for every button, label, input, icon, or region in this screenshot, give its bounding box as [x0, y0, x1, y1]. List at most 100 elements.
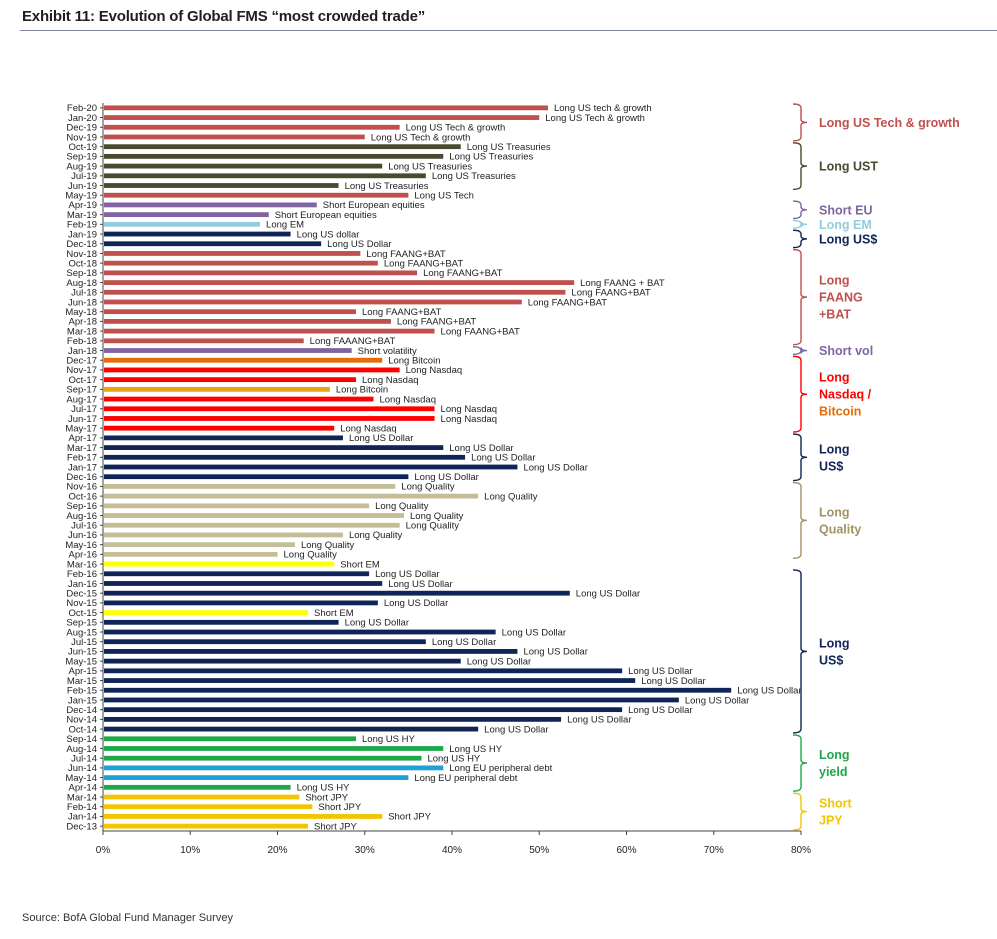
bar	[104, 435, 343, 441]
group-bracket	[792, 219, 808, 229]
bar-label: Long US tech & growth	[554, 103, 652, 114]
month-label: Jul-15	[71, 637, 97, 648]
bar	[104, 464, 518, 470]
group-label: Long US$	[819, 232, 877, 246]
group-label: Long US Tech & growth	[819, 116, 960, 130]
month-label: May-14	[65, 773, 97, 784]
month-label: Aug-14	[66, 744, 97, 755]
x-tick-label: 0%	[96, 845, 111, 856]
group-bracket	[792, 481, 808, 559]
bar	[104, 522, 400, 528]
month-label: Sep-19	[66, 152, 97, 163]
month-label: May-16	[65, 540, 97, 551]
month-label: Aug-16	[66, 511, 97, 522]
group-label: US$	[819, 459, 843, 473]
month-label: Jun-16	[68, 530, 97, 541]
x-tick-label: 40%	[442, 845, 462, 856]
bar	[104, 551, 278, 557]
bar	[104, 454, 466, 460]
month-label: Jul-17	[71, 404, 97, 415]
x-tick-label: 60%	[616, 845, 636, 856]
bar	[104, 493, 479, 499]
bar	[104, 629, 496, 635]
bar-label: Long Nasdaq	[441, 404, 498, 415]
month-label: Dec-18	[66, 239, 97, 250]
bar-label: Long EU peripheral debt	[449, 763, 552, 774]
month-label: Jul-18	[71, 288, 97, 299]
bar-label: Long US Tech & growth	[371, 132, 471, 143]
month-label: Apr-18	[68, 317, 97, 328]
bar	[104, 183, 339, 188]
bar	[104, 115, 540, 120]
bar	[104, 231, 291, 237]
bar-label: Short JPY	[314, 821, 357, 832]
bar	[104, 814, 383, 819]
x-tick-label: 20%	[267, 845, 287, 856]
bar	[104, 377, 357, 383]
bar-label: Long US Dollar	[449, 443, 513, 454]
month-label: Oct-17	[68, 375, 97, 386]
bar	[104, 241, 322, 247]
bar-label: Long US HY	[427, 754, 480, 765]
bar	[104, 221, 261, 227]
bar-label: Long FAANG+BAT	[366, 249, 445, 260]
bar-label: Long Bitcoin	[388, 356, 440, 367]
group-label: US$	[819, 653, 843, 667]
month-label: Dec-17	[66, 356, 97, 367]
month-label: Jun-17	[68, 414, 97, 425]
month-label: Feb-15	[67, 686, 97, 697]
group-bracket	[792, 569, 808, 734]
bar	[104, 406, 435, 412]
month-label: May-18	[65, 307, 97, 318]
month-label: Jan-20	[68, 113, 97, 124]
bar-label: Long FAANG+BAT	[528, 297, 607, 308]
month-label: Apr-19	[68, 200, 97, 211]
month-label: Mar-15	[67, 676, 97, 687]
bar-label: Short European equities	[323, 200, 425, 211]
bar	[104, 746, 444, 751]
bar-label: Short European equities	[275, 210, 377, 221]
source-note: Source: BofA Global Fund Manager Survey	[22, 912, 233, 924]
month-label: Dec-14	[66, 705, 97, 716]
bar-label: Long Nasdaq	[340, 423, 397, 434]
bar-label: Long US Dollar	[628, 666, 692, 677]
bar-label: Long US HY	[449, 744, 502, 755]
month-label: Sep-18	[66, 268, 97, 279]
x-tick-label: 50%	[529, 845, 549, 856]
bar	[104, 649, 518, 654]
bar-label: Long Quality	[375, 501, 429, 512]
month-label: Jun-19	[68, 181, 97, 192]
bar-label: Long FAANG+BAT	[384, 258, 463, 269]
bar-label: Long FAANG+BAT	[362, 307, 441, 318]
bar-label: Long US Dollar	[685, 695, 749, 706]
month-label: Jul-14	[71, 754, 97, 765]
bar	[104, 299, 522, 305]
group-label: Quality	[819, 522, 861, 536]
group-label: Short EU	[819, 203, 872, 217]
bar	[104, 784, 291, 790]
bar-label: Long US Dollar	[384, 598, 448, 609]
bar	[104, 610, 309, 615]
month-label: Oct-19	[68, 142, 97, 153]
bar	[104, 212, 269, 218]
bar	[104, 425, 335, 431]
month-label: Apr-15	[68, 666, 97, 677]
bar	[104, 144, 461, 150]
month-label: Mar-18	[67, 326, 97, 337]
bar-label: Long US Dollar	[628, 705, 692, 716]
bar	[104, 765, 444, 771]
month-label: Feb-16	[67, 569, 97, 580]
month-label: Nov-15	[66, 598, 97, 609]
bar-label: Long US Dollar	[471, 453, 535, 464]
month-label: Aug-18	[66, 278, 97, 289]
month-label: Nov-18	[66, 249, 97, 260]
bar	[104, 794, 300, 800]
title-rule	[20, 30, 997, 31]
bar-label: Long Nasdaq	[441, 414, 498, 425]
bar-label: Long EM	[266, 220, 304, 231]
bar-label: Long US Dollar	[576, 588, 640, 599]
group-bracket	[792, 229, 808, 249]
bar-label: Long US Treasuries	[432, 171, 516, 182]
bar	[104, 357, 383, 363]
